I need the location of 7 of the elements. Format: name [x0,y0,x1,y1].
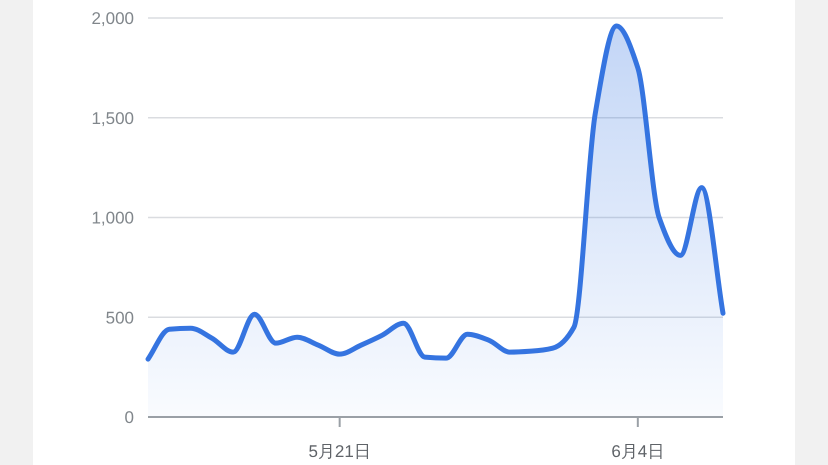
y-tick-label: 1,500 [91,108,134,128]
y-tick-label: 0 [124,408,134,427]
x-tick-label: 5月21日 [308,442,371,461]
x-tick-label: 6月4日 [611,442,664,461]
y-tick-label: 500 [106,308,134,328]
y-tick-label: 1,000 [91,208,134,228]
y-tick-label: 2,000 [91,9,134,28]
